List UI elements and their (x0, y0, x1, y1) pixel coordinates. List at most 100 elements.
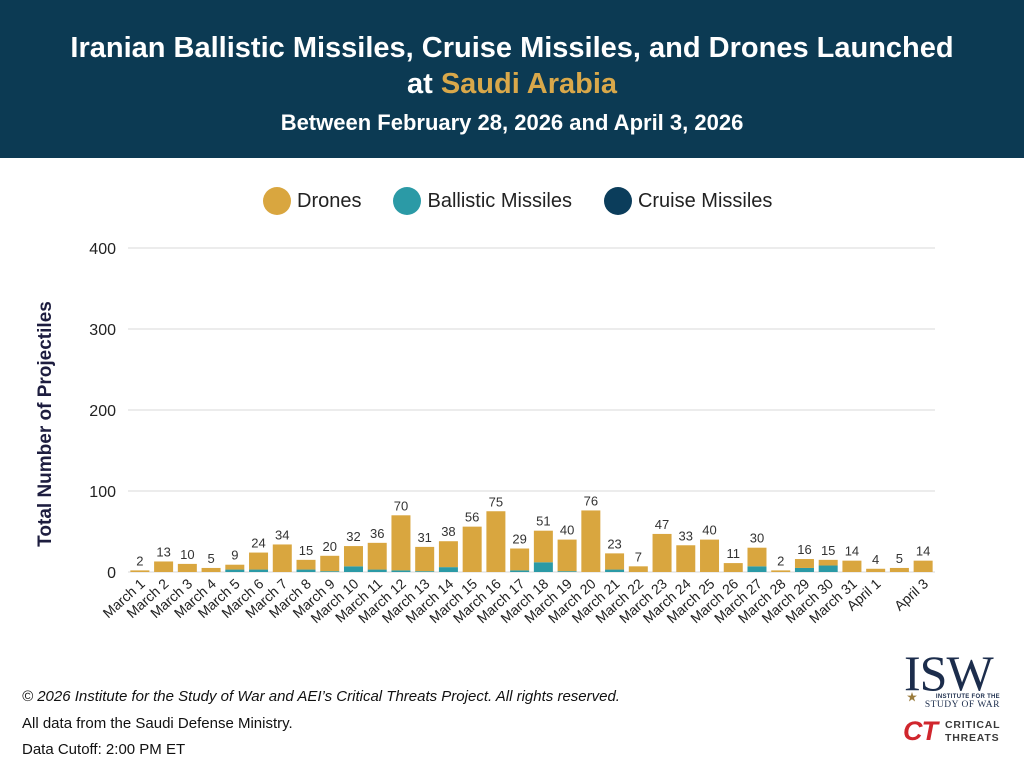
data-label: 29 (512, 532, 526, 547)
legend-swatch-drones (263, 187, 291, 215)
data-label: 13 (156, 544, 170, 559)
bar-segment-drones (225, 564, 245, 570)
critical-threats-logo: CT CRITICAL THREATS (903, 714, 1003, 748)
header-banner: Iranian Ballistic Missiles, Cruise Missi… (0, 0, 1024, 158)
bar-segment-drones (889, 567, 909, 572)
star-icon (907, 692, 917, 702)
data-label: 56 (465, 510, 479, 525)
y-tick-label: 100 (89, 484, 116, 501)
y-tick-label: 300 (89, 322, 116, 339)
bar-segment-drones (201, 567, 221, 572)
title-line-2-prefix: at (406, 68, 433, 100)
data-label: 4 (872, 552, 879, 567)
bar-segment-drones (747, 547, 767, 567)
bar-segment-drones (272, 544, 292, 572)
data-label: 31 (417, 530, 431, 545)
bar-segment-ballistic-missiles (391, 570, 411, 572)
bar-segment-drones (130, 570, 150, 572)
data-label: 34 (275, 527, 289, 542)
stacked-bar-chart: 0 100 200 300 400 Total Number of Projectiles… (35, 241, 935, 626)
data-label: 47 (655, 517, 669, 532)
data-label: 70 (394, 498, 408, 513)
legend-label-ballistic-missiles: Ballistic Missiles (427, 189, 572, 212)
bar-segment-ballistic-missiles (367, 569, 387, 572)
y-tick-label: 400 (89, 241, 116, 258)
bar-segment-drones (462, 526, 482, 572)
bar-segment-drones (605, 553, 625, 570)
chart-legend: Drones Ballistic Missiles Cruise Missile… (263, 187, 772, 215)
title-line-2: at Saudi Arabia (0, 66, 1024, 102)
data-label: 75 (489, 494, 503, 509)
data-label: 15 (821, 543, 835, 558)
y-axis-label: Total Number of Projectiles (35, 301, 56, 547)
bar-segment-ballistic-missiles (605, 569, 625, 572)
bar-segment-drones (533, 530, 553, 563)
bar-segment-ballistic-missiles (533, 562, 553, 572)
data-label: 7 (635, 549, 642, 564)
legend-swatch-ballistic-missiles (393, 187, 422, 215)
legend-item-ballistic-missiles: Ballistic Missiles (393, 187, 572, 215)
title-line-1: Iranian Ballistic Missiles, Cruise Missi… (70, 32, 954, 64)
bar-segment-ballistic-missiles (296, 569, 316, 572)
data-label: 16 (797, 542, 811, 557)
bar-segment-ballistic-missiles (794, 567, 814, 572)
bar-segment-drones (296, 559, 316, 570)
bar-segment-ballistic-missiles (510, 570, 530, 572)
legend-label-drones: Drones (297, 189, 362, 212)
chart-subtitle: Between February 28, 2026 and April 3, 2… (280, 110, 744, 135)
bar-segment-drones (249, 552, 269, 570)
bar-segment-drones (842, 560, 862, 572)
isw-logo-line-1: INSTITUTE FOR THE (935, 694, 1000, 700)
y-tick-label: 0 (107, 565, 116, 582)
data-label: 30 (750, 531, 764, 546)
isw-logo-line-2: STUDY OF WAR (924, 700, 1000, 710)
bar-segment-drones (154, 561, 174, 572)
data-label: 33 (679, 528, 693, 543)
bar-segment-ballistic-missiles (438, 567, 458, 572)
bar-segment-drones (177, 563, 197, 572)
data-cutoff-note: Data Cutoff: 2:00 PM ET (22, 741, 186, 758)
bar-segment-ballistic-missiles (818, 565, 838, 572)
footer: © 2026 Institute for the Study of War an… (22, 684, 620, 764)
bar-segment-ballistic-missiles (249, 569, 269, 572)
bar-segment-drones (486, 511, 506, 572)
bar-segment-ballistic-missiles (557, 571, 577, 572)
bar-segment-drones (415, 546, 435, 572)
data-label: 40 (560, 523, 574, 538)
bar-segment-drones (700, 539, 720, 572)
bar-segment-drones (628, 566, 648, 572)
bar-segment-drones (913, 560, 933, 572)
bar-segment-drones (676, 545, 696, 572)
bar-segment-drones (320, 555, 340, 572)
data-label: 5 (207, 551, 214, 566)
data-label: 76 (584, 493, 598, 508)
data-source-note: All data from the Saudi Defense Ministry… (22, 714, 293, 732)
legend-item-cruise-missiles: Cruise Missiles (603, 187, 773, 215)
bar-segment-drones (343, 546, 363, 567)
bar-segment-drones (866, 568, 886, 572)
data-label: 11 (727, 546, 741, 561)
title-highlight-country: Saudi Arabia (440, 68, 618, 100)
y-tick-label: 200 (89, 403, 116, 420)
bar-segment-ballistic-missiles (747, 566, 767, 572)
data-label: 51 (536, 514, 550, 529)
ct-logo-line-2: THREATS (945, 732, 1000, 744)
data-label: 10 (180, 547, 194, 562)
data-label: 23 (607, 536, 621, 551)
bar-segment-drones (391, 515, 411, 571)
bar-segment-ballistic-missiles (343, 566, 363, 572)
bar-segment-drones (557, 539, 577, 572)
legend-swatch-cruise-missiles (603, 187, 632, 215)
bar-segment-drones (652, 533, 672, 572)
bar-segment-drones (723, 563, 743, 572)
data-label: 14 (845, 544, 859, 559)
bar-segment-drones (771, 570, 791, 572)
bar-segment-drones (794, 559, 814, 568)
legend-label-cruise-missiles: Cruise Missiles (637, 189, 773, 212)
bar-segment-drones (438, 541, 458, 568)
isw-logo-mark: ISW (904, 645, 994, 701)
data-label: 14 (916, 544, 930, 559)
data-label: 9 (231, 548, 238, 563)
ct-logo-mark: CT (903, 716, 938, 746)
bar-segment-ballistic-missiles (415, 571, 435, 572)
